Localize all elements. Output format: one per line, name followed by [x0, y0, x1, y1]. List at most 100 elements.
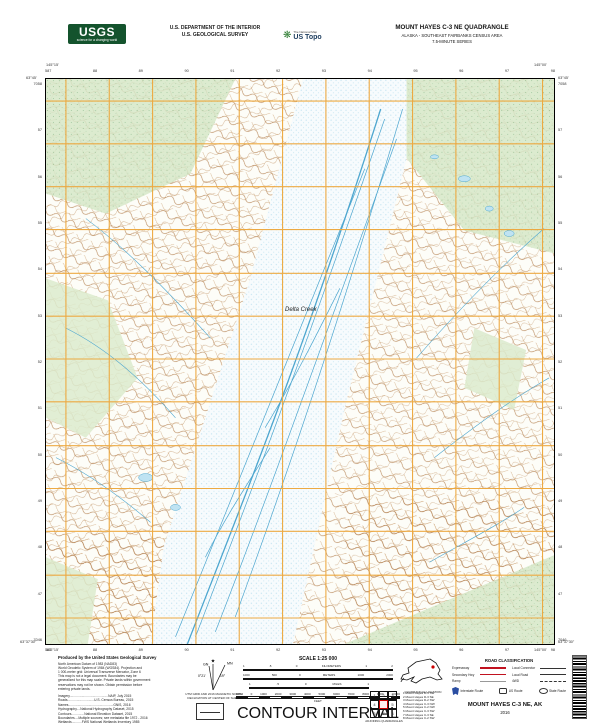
legend-row-expressway: Expressway	[452, 666, 506, 670]
grid-label: 94	[367, 69, 372, 73]
expressway-label: Expressway	[452, 666, 470, 670]
grid-label: 47	[558, 591, 563, 596]
legend-row-secondary-hwy: Secondary Hwy	[452, 673, 506, 677]
grid-label: 587	[45, 648, 52, 652]
usgs-logo-tagline: science for a changing world	[76, 37, 118, 42]
adjoining-quad-name: 8 Mount Hayes C-2 SW	[403, 716, 435, 721]
utm-grid-labels-top: 587 88 89 90 91 92 93 94 95 96 97 98	[45, 69, 555, 73]
state-route-shield-icon	[538, 688, 548, 694]
fine-print-line: entering private lands.	[58, 686, 91, 691]
declination-diagram: ★ MN GN 19° 0°21'	[198, 659, 233, 691]
scale-number: 2	[391, 664, 393, 668]
grid-label: 88	[92, 648, 98, 652]
local-road-label: Local Road	[512, 672, 529, 677]
grid-label: 98	[550, 648, 555, 652]
quad-title: MOUNT HAYES C-3 NE QUADRANGLE	[395, 24, 509, 31]
grid-label: 91	[230, 69, 235, 73]
data-sources-list: Imagery.................................…	[58, 694, 196, 725]
miles-bar	[249, 686, 369, 690]
grid-label: 89	[138, 69, 143, 73]
grid-label: 53	[558, 313, 563, 318]
scale-number: .5	[276, 682, 280, 687]
quad-subtitle-area: ALASKA - SOUTHEAST FAIRBANKS CENSUS AREA	[401, 32, 503, 38]
quadrangle-heading: MOUNT HAYES C-3 NE QUADRANGLE ALASKA - S…	[342, 24, 562, 44]
corner-longitude-ne: 145°00'	[534, 63, 547, 67]
ustopo-name: US Topo	[293, 34, 322, 41]
adjoining-quad-name: 7 Mount Hayes C-3 SE	[403, 712, 434, 717]
declination-caption-line1: UTM GRID AND 2016 MAGNETIC NORTH	[185, 692, 243, 696]
adjoining-cell: 2	[379, 691, 388, 700]
fwd-line-sample	[540, 680, 566, 682]
adjoining-quad-name: 5 Mount Hayes C-2 NW	[403, 705, 435, 710]
scale-number: 10000	[391, 691, 400, 696]
grid-label: 53	[37, 313, 42, 318]
fine-print-line: This map is not a legal document. Bounda…	[58, 674, 137, 679]
adjoining-cell: 8	[388, 709, 397, 718]
scale-number: .5	[268, 664, 272, 668]
grid-label: 55	[558, 220, 563, 225]
corner-longitude-nw: 145°15'	[46, 63, 59, 67]
us-route-label: US Route	[508, 689, 523, 693]
usgs-logo-text: USGS	[78, 24, 115, 39]
fine-print-line: 1 000-meter grid: Universal Transverse M…	[58, 669, 141, 674]
adjoining-cell: 7	[379, 709, 388, 718]
grid-label: 91	[230, 648, 235, 652]
scale-block: SCALE 1:25 000 1.5 0 KILOMETERS 1 2 1000 500 0…	[234, 656, 402, 725]
magnetic-declination-value: 19°	[220, 674, 226, 678]
adjoining-quad-name: 1 Mount Hayes D-3 SW	[403, 691, 435, 695]
grid-label: 96	[459, 69, 464, 73]
adjoining-cell: 5	[388, 700, 397, 709]
legend-row-ramp: Ramp	[452, 679, 506, 683]
scale-number: 8000	[362, 691, 370, 696]
corner-latitude-sw: 63°37'30"	[20, 640, 37, 644]
data-source-line: Contours..............National Elevation…	[58, 711, 133, 716]
legend-row-4wd: 4WD	[512, 679, 566, 683]
true-north-star-icon: ★	[211, 659, 216, 665]
agency-heading: U.S. DEPARTMENT OF THE INTERIOR U.S. GEO…	[135, 25, 295, 38]
grid-label: 57	[558, 128, 563, 133]
declination-caption: UTM GRID AND 2016 MAGNETIC NORTH DECLINA…	[176, 692, 252, 701]
grid-label: 93	[321, 648, 327, 652]
grid-label: 56	[558, 174, 563, 179]
legend-state-route: State Route	[538, 688, 566, 694]
grid-label: 50	[37, 452, 42, 457]
road-classification-legend: ROAD CLASSIFICATION Expressway Local Con…	[452, 658, 566, 695]
tributary-streams	[55, 218, 550, 563]
sheet-year: 2016	[500, 710, 510, 715]
barcode	[572, 655, 587, 719]
grid-label: 54	[558, 267, 563, 272]
adjoining-quad-name: 4 Mount Hayes C-3 NW	[403, 701, 435, 706]
corner-latitude-se: 63°37'30"	[558, 640, 575, 644]
scale-number: 0	[295, 664, 298, 668]
scale-number: 0	[298, 673, 301, 678]
scale-number: 4000	[303, 691, 311, 696]
secondary-hwy-label: Secondary Hwy	[452, 672, 475, 677]
legend-row-local-connector: Local Connector	[512, 666, 566, 670]
grid-label: 54	[37, 267, 42, 272]
state-route-label: State Route	[549, 689, 566, 693]
datum-fine-print: North American Datum of 1983 (NAD83) Worl…	[58, 662, 196, 691]
scale-number: 5000	[318, 691, 326, 696]
ramp-label: Ramp	[452, 679, 461, 683]
grid-label: 49	[558, 498, 563, 503]
grid-label: 52	[558, 359, 563, 364]
local-road-line-sample	[540, 674, 566, 675]
contour-note-line: CONTOUR INTERVAL 50 FEET	[237, 704, 399, 725]
grid-label: 52	[37, 359, 42, 364]
quad-subtitle-series: 7.5-MINUTE SERIES	[432, 38, 472, 44]
grid-label: 51	[37, 406, 42, 411]
adjoining-cell: 4	[370, 700, 379, 709]
adjoining-quad-name: 6 Mount Hayes C-3 SW	[403, 708, 435, 713]
data-source-line: Hydrography....National Hydrography Data…	[58, 707, 134, 712]
quadrangle-location-caption: QUADRANGLE LOCATION	[404, 690, 442, 694]
feet-unit-label: FEET	[314, 698, 322, 703]
grid-label: 47	[37, 591, 42, 596]
scale-number: 0	[250, 691, 253, 696]
scale-number: 9000	[376, 691, 384, 696]
scale-number: METERS	[322, 673, 336, 678]
grid-label: 48	[558, 545, 563, 550]
road-classification-title: ROAD CLASSIFICATION	[484, 658, 534, 663]
river-valley	[150, 79, 407, 644]
scale-bar-miles: 1 .5 0 MILES 1	[249, 682, 369, 690]
